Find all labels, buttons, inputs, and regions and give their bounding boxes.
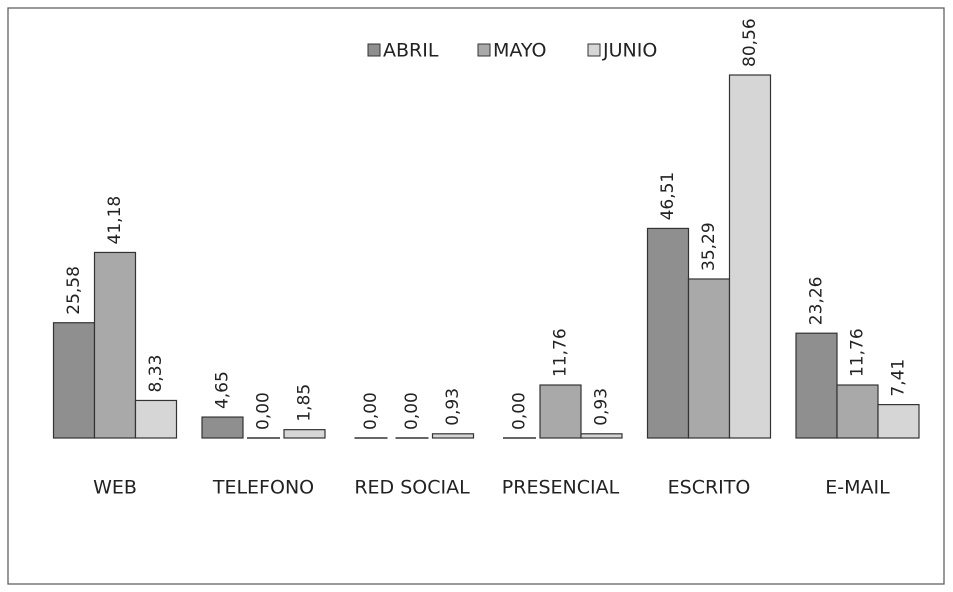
bar [52,322,96,439]
legend-label: ABRIL [383,40,439,62]
bar [728,74,772,439]
data-label: 23,26 [807,277,827,326]
data-label: 0,93 [443,388,463,426]
bar [836,384,879,439]
data-label: 0,93 [592,388,612,426]
bar [580,433,623,439]
data-label: 80,56 [740,18,760,67]
x-tick-label: TELEFONO [212,477,314,499]
data-label: 46,51 [658,172,678,221]
legend-label: MAYO [493,40,546,62]
bar [93,251,137,439]
legend-swatch [587,43,601,57]
bar [646,227,690,439]
data-label: 11,76 [551,328,571,377]
legend-swatch [367,43,381,57]
data-label: 25,58 [64,266,84,315]
x-tick-label: PRESENCIAL [502,477,620,499]
data-label: 0,00 [510,392,530,430]
bar [795,332,838,439]
bar [134,399,178,439]
bar [431,433,475,439]
legend-label: JUNIO [602,40,657,62]
bar [539,384,582,439]
data-label: 0,00 [254,392,274,430]
data-label: 35,29 [699,222,719,271]
legend-swatch [477,43,491,57]
data-label: 41,18 [105,196,125,245]
bar [877,404,920,439]
chart-frame [7,7,945,585]
data-label: 7,41 [889,359,909,397]
x-tick-label: WEB [93,477,137,499]
bar [283,429,326,439]
x-tick-label: RED SOCIAL [354,477,470,499]
data-label: 11,76 [848,328,868,377]
bar [687,278,731,439]
data-label: 8,33 [146,355,166,393]
x-tick-label: E-MAIL [825,477,890,499]
data-label: 1,85 [295,384,315,422]
data-label: 0,00 [361,392,381,430]
bar [201,416,244,439]
x-tick-label: ESCRITO [668,477,751,499]
data-label: 0,00 [402,392,422,430]
data-label: 4,65 [213,371,233,409]
